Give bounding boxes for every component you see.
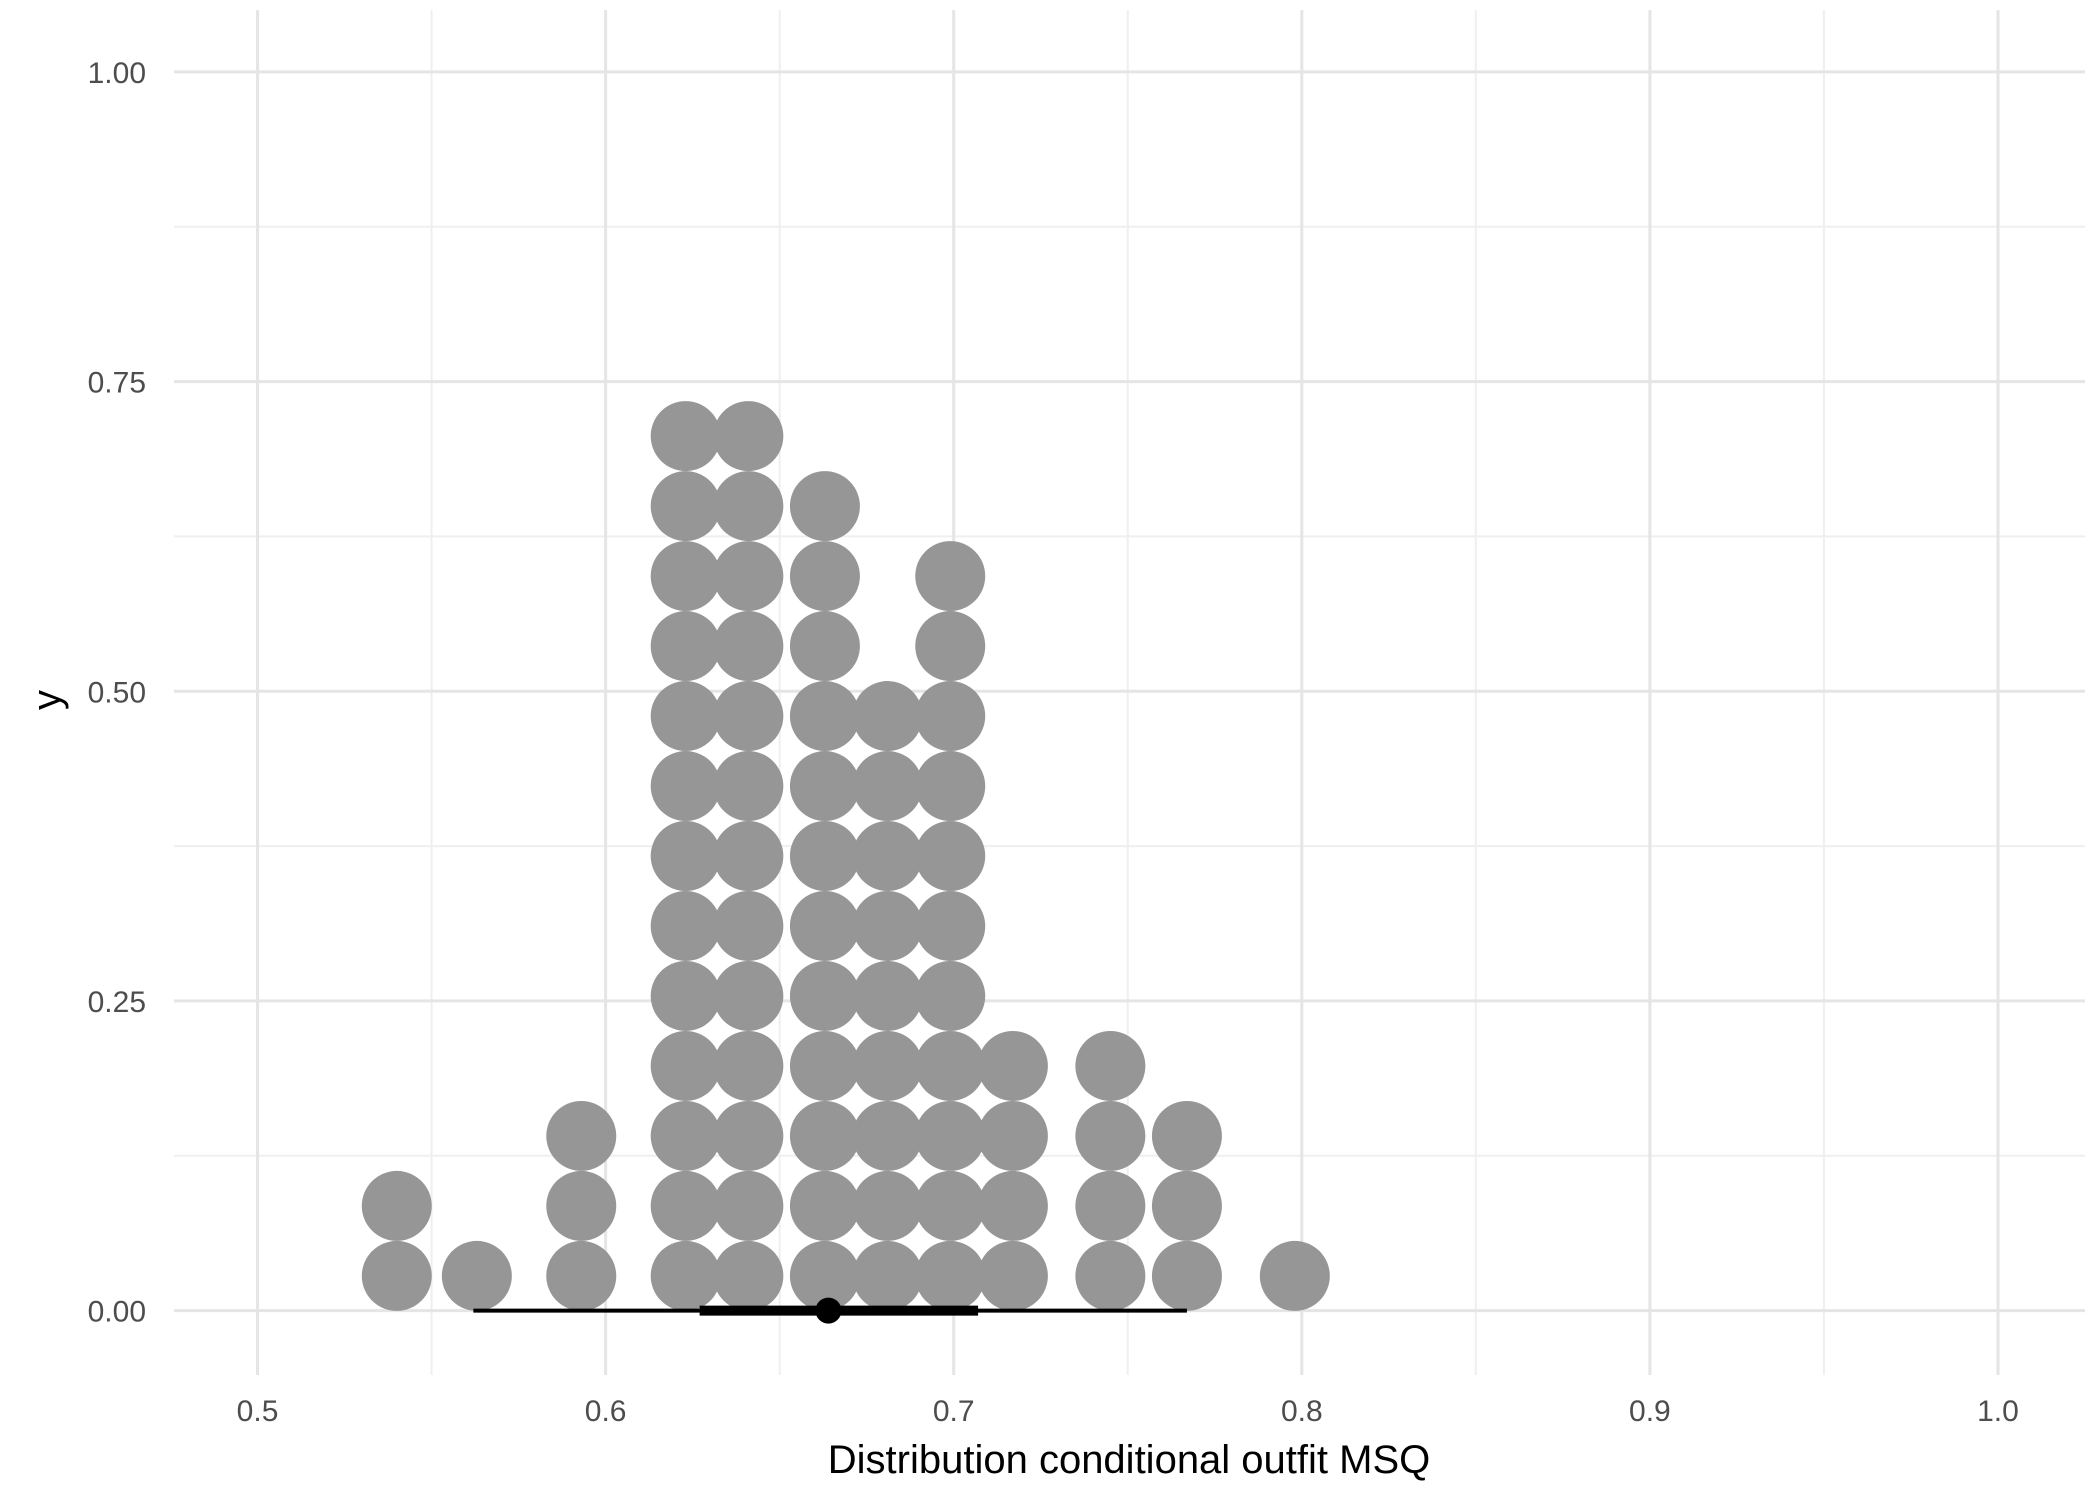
x-tick-label: 0.6 [585,1395,627,1428]
data-dot [977,1100,1048,1171]
data-dot [915,1170,986,1241]
y-tick-label: 0.00 [88,1296,146,1329]
data-dot [361,1240,432,1311]
data-dot [852,1100,923,1171]
data-dot [650,1170,721,1241]
data-dot [789,960,860,1031]
data-dot [852,751,923,822]
data-dot [713,401,784,472]
data-dot [1259,1240,1330,1311]
data-dot [441,1240,512,1311]
data-dot [915,960,986,1031]
data-dot [789,471,860,542]
data-dot [713,611,784,682]
data-dot [1075,1170,1146,1241]
data-dot [650,960,721,1031]
x-tick-label: 1.0 [1977,1395,2019,1428]
data-dot [650,611,721,682]
data-dot [713,890,784,961]
data-dot [915,890,986,961]
y-tick-label: 1.00 [88,57,146,90]
data-dot [915,1030,986,1101]
data-dot [789,1170,860,1241]
interval-point [815,1297,842,1324]
data-dot [789,1030,860,1101]
data-dot [713,1100,784,1171]
data-dot [650,1030,721,1101]
data-dot [650,1240,721,1311]
data-dot [915,611,986,682]
data-dot [852,821,923,891]
data-dot [789,611,860,682]
data-dot [1075,1030,1146,1101]
data-dot [546,1170,617,1241]
data-dot [789,1240,860,1311]
data-dot [789,751,860,822]
data-dot [1151,1240,1222,1311]
data-dot [713,1240,784,1311]
x-tick-label: 0.5 [237,1395,279,1428]
data-dot [1151,1100,1222,1171]
data-dot [546,1100,617,1171]
x-axis-title: Distribution conditional outfit MSQ [828,1438,1431,1482]
data-dot [915,1100,986,1171]
x-tick-label: 0.7 [933,1395,975,1428]
y-tick-label: 0.75 [88,367,146,400]
y-tick-labels: 0.00 0.25 0.50 0.75 1.00 [88,57,146,1329]
data-dot [361,1170,432,1241]
data-dot [789,681,860,752]
data-dot [713,751,784,822]
data-dot [789,890,860,961]
data-dot [1075,1100,1146,1171]
data-dot [650,471,721,542]
data-dot [977,1240,1048,1311]
x-tick-label: 0.8 [1281,1395,1323,1428]
y-axis-title: y [25,690,69,710]
data-dot [852,960,923,1031]
data-dot [650,890,721,961]
data-dot [713,821,784,891]
data-dot [546,1240,617,1311]
x-tick-label: 0.9 [1629,1395,1671,1428]
data-dot [650,401,721,472]
data-dot [1151,1170,1222,1241]
data-dot [915,1240,986,1311]
data-dot [915,541,986,612]
x-tick-labels: 0.5 0.6 0.7 0.8 0.9 1.0 [237,1395,2019,1428]
data-dot [713,541,784,612]
data-dot [915,821,986,891]
data-dot [650,821,721,891]
data-dot [789,541,860,612]
data-dot [650,541,721,612]
interval-layer [473,1297,1187,1324]
data-dot [1075,1240,1146,1311]
data-dot [650,1100,721,1171]
data-dot [852,1240,923,1311]
data-dot [650,751,721,822]
data-dot [977,1030,1048,1101]
data-dot [852,1170,923,1241]
data-dot [713,1170,784,1241]
major-gridlines [174,10,2085,1375]
data-dot [789,1100,860,1171]
dots-layer [361,401,1330,1311]
data-dot [789,821,860,891]
data-dot [713,1030,784,1101]
data-dot [852,890,923,961]
data-dot [713,960,784,1031]
y-tick-label: 0.50 [88,676,146,709]
data-dot [915,751,986,822]
data-dot [977,1170,1048,1241]
y-tick-label: 0.25 [88,986,146,1019]
data-dot [713,681,784,752]
data-dot [852,681,923,752]
data-dot [713,471,784,542]
data-dot [852,1030,923,1101]
data-dot [650,681,721,752]
data-dot [915,681,986,752]
